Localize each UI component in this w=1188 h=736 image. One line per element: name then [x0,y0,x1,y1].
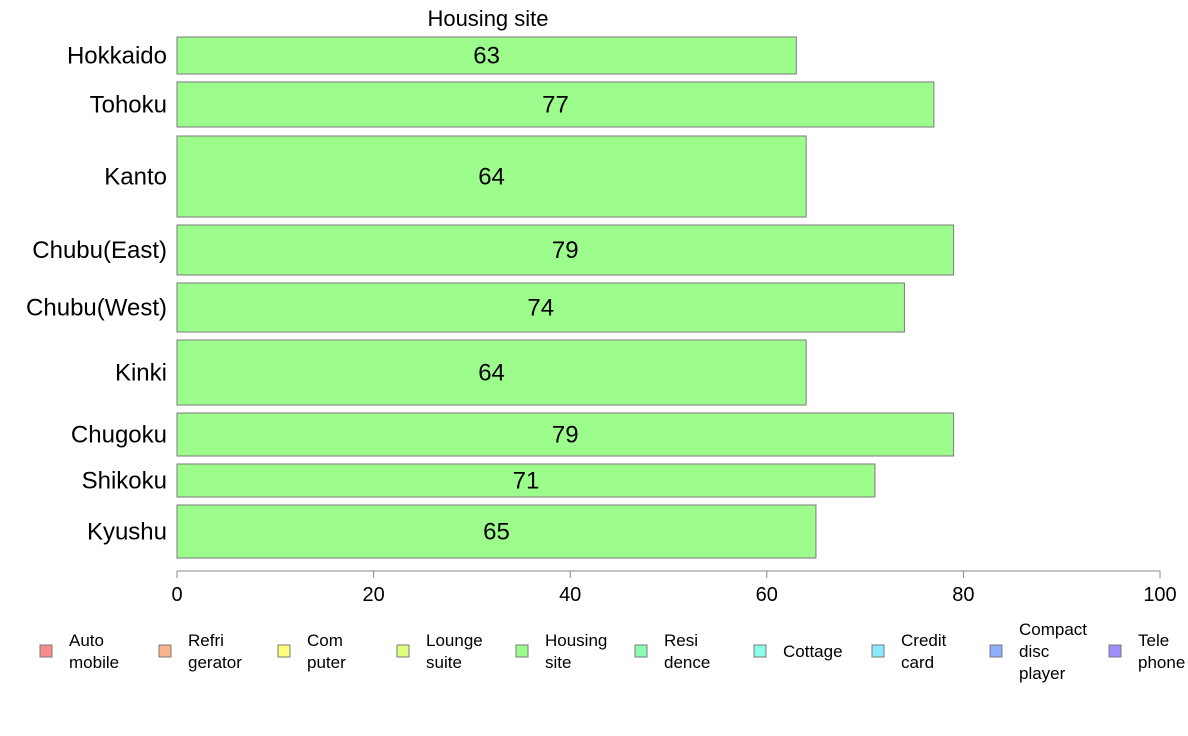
bar [176,339,807,406]
value-label: 77 [542,92,569,119]
bar [176,504,817,559]
bar [176,282,905,333]
legend-label: Auto mobile [69,631,119,672]
bars-group [176,36,955,559]
legend-label: Refri gerator [188,631,242,672]
value-label: 79 [552,422,579,449]
x-axis: 0 20 40 60 80 100 [171,570,1177,606]
legend-label: Com puter [307,631,346,672]
legend-label: Tele phone [1138,631,1185,672]
legend-item: Refri gerator [158,631,242,672]
category-label: Hokkaido [67,43,167,70]
legend-label: Credit card [901,631,947,672]
legend-swatch [1108,644,1122,658]
legend-item: Tele phone [1108,631,1185,672]
value-label: 71 [513,468,540,495]
legend-swatch [871,644,885,658]
legend-item: Credit card [871,631,947,672]
value-label: 74 [527,295,554,322]
bar [176,36,797,75]
x-tick-label: 20 [362,584,384,606]
value-label: 65 [483,519,510,546]
legend-item: Resi dence [634,631,710,672]
legend-item: Cottage [753,642,843,661]
legend-item: Lounge suite [396,631,483,672]
x-tick-label: 0 [171,584,182,606]
bar [176,412,955,457]
legend-swatch [277,644,291,658]
legend-label: Compact disc player [1019,620,1087,683]
legend-item: Com puter [277,631,346,672]
category-label: Kinki [115,360,167,387]
category-label: Kyushu [87,519,167,546]
bar [176,135,807,218]
category-label: Kanto [104,164,167,191]
x-tick-label: 60 [756,584,778,606]
legend-item: Housing site [515,631,607,672]
x-tick-label: 100 [1143,584,1176,606]
category-label: Tohoku [90,92,167,119]
legend-label: Resi dence [664,631,710,672]
category-label: Shikoku [82,468,167,495]
legend: Auto mobile Refri gerator Com puter Lounge suit… [39,620,1185,683]
value-label: 64 [478,164,505,191]
legend-swatch [515,644,529,658]
value-label: 63 [473,43,500,70]
legend-item: Compact disc player [989,620,1087,683]
category-label: Chubu(West) [26,295,167,322]
legend-label: Housing site [545,631,607,672]
value-label: 64 [478,360,505,387]
legend-item: Auto mobile [39,631,119,672]
legend-swatch [989,644,1003,658]
x-tick-label: 80 [952,584,974,606]
legend-swatch [634,644,648,658]
legend-swatch [158,644,172,658]
chart-title: Housing site [427,6,548,31]
bar [176,81,935,128]
category-labels-group: Hokkaido Tohoku Kanto Chubu(East) Chubu(West… [26,43,167,546]
bar [176,224,955,276]
value-label: 79 [552,237,579,264]
legend-swatch [39,644,53,658]
legend-swatch [753,644,767,658]
legend-label: Lounge suite [426,631,483,672]
x-tick-label: 40 [559,584,581,606]
category-label: Chugoku [71,422,167,449]
bar [176,463,876,498]
category-label: Chubu(East) [32,237,167,264]
legend-label: Cottage [783,642,843,661]
legend-swatch [396,644,410,658]
